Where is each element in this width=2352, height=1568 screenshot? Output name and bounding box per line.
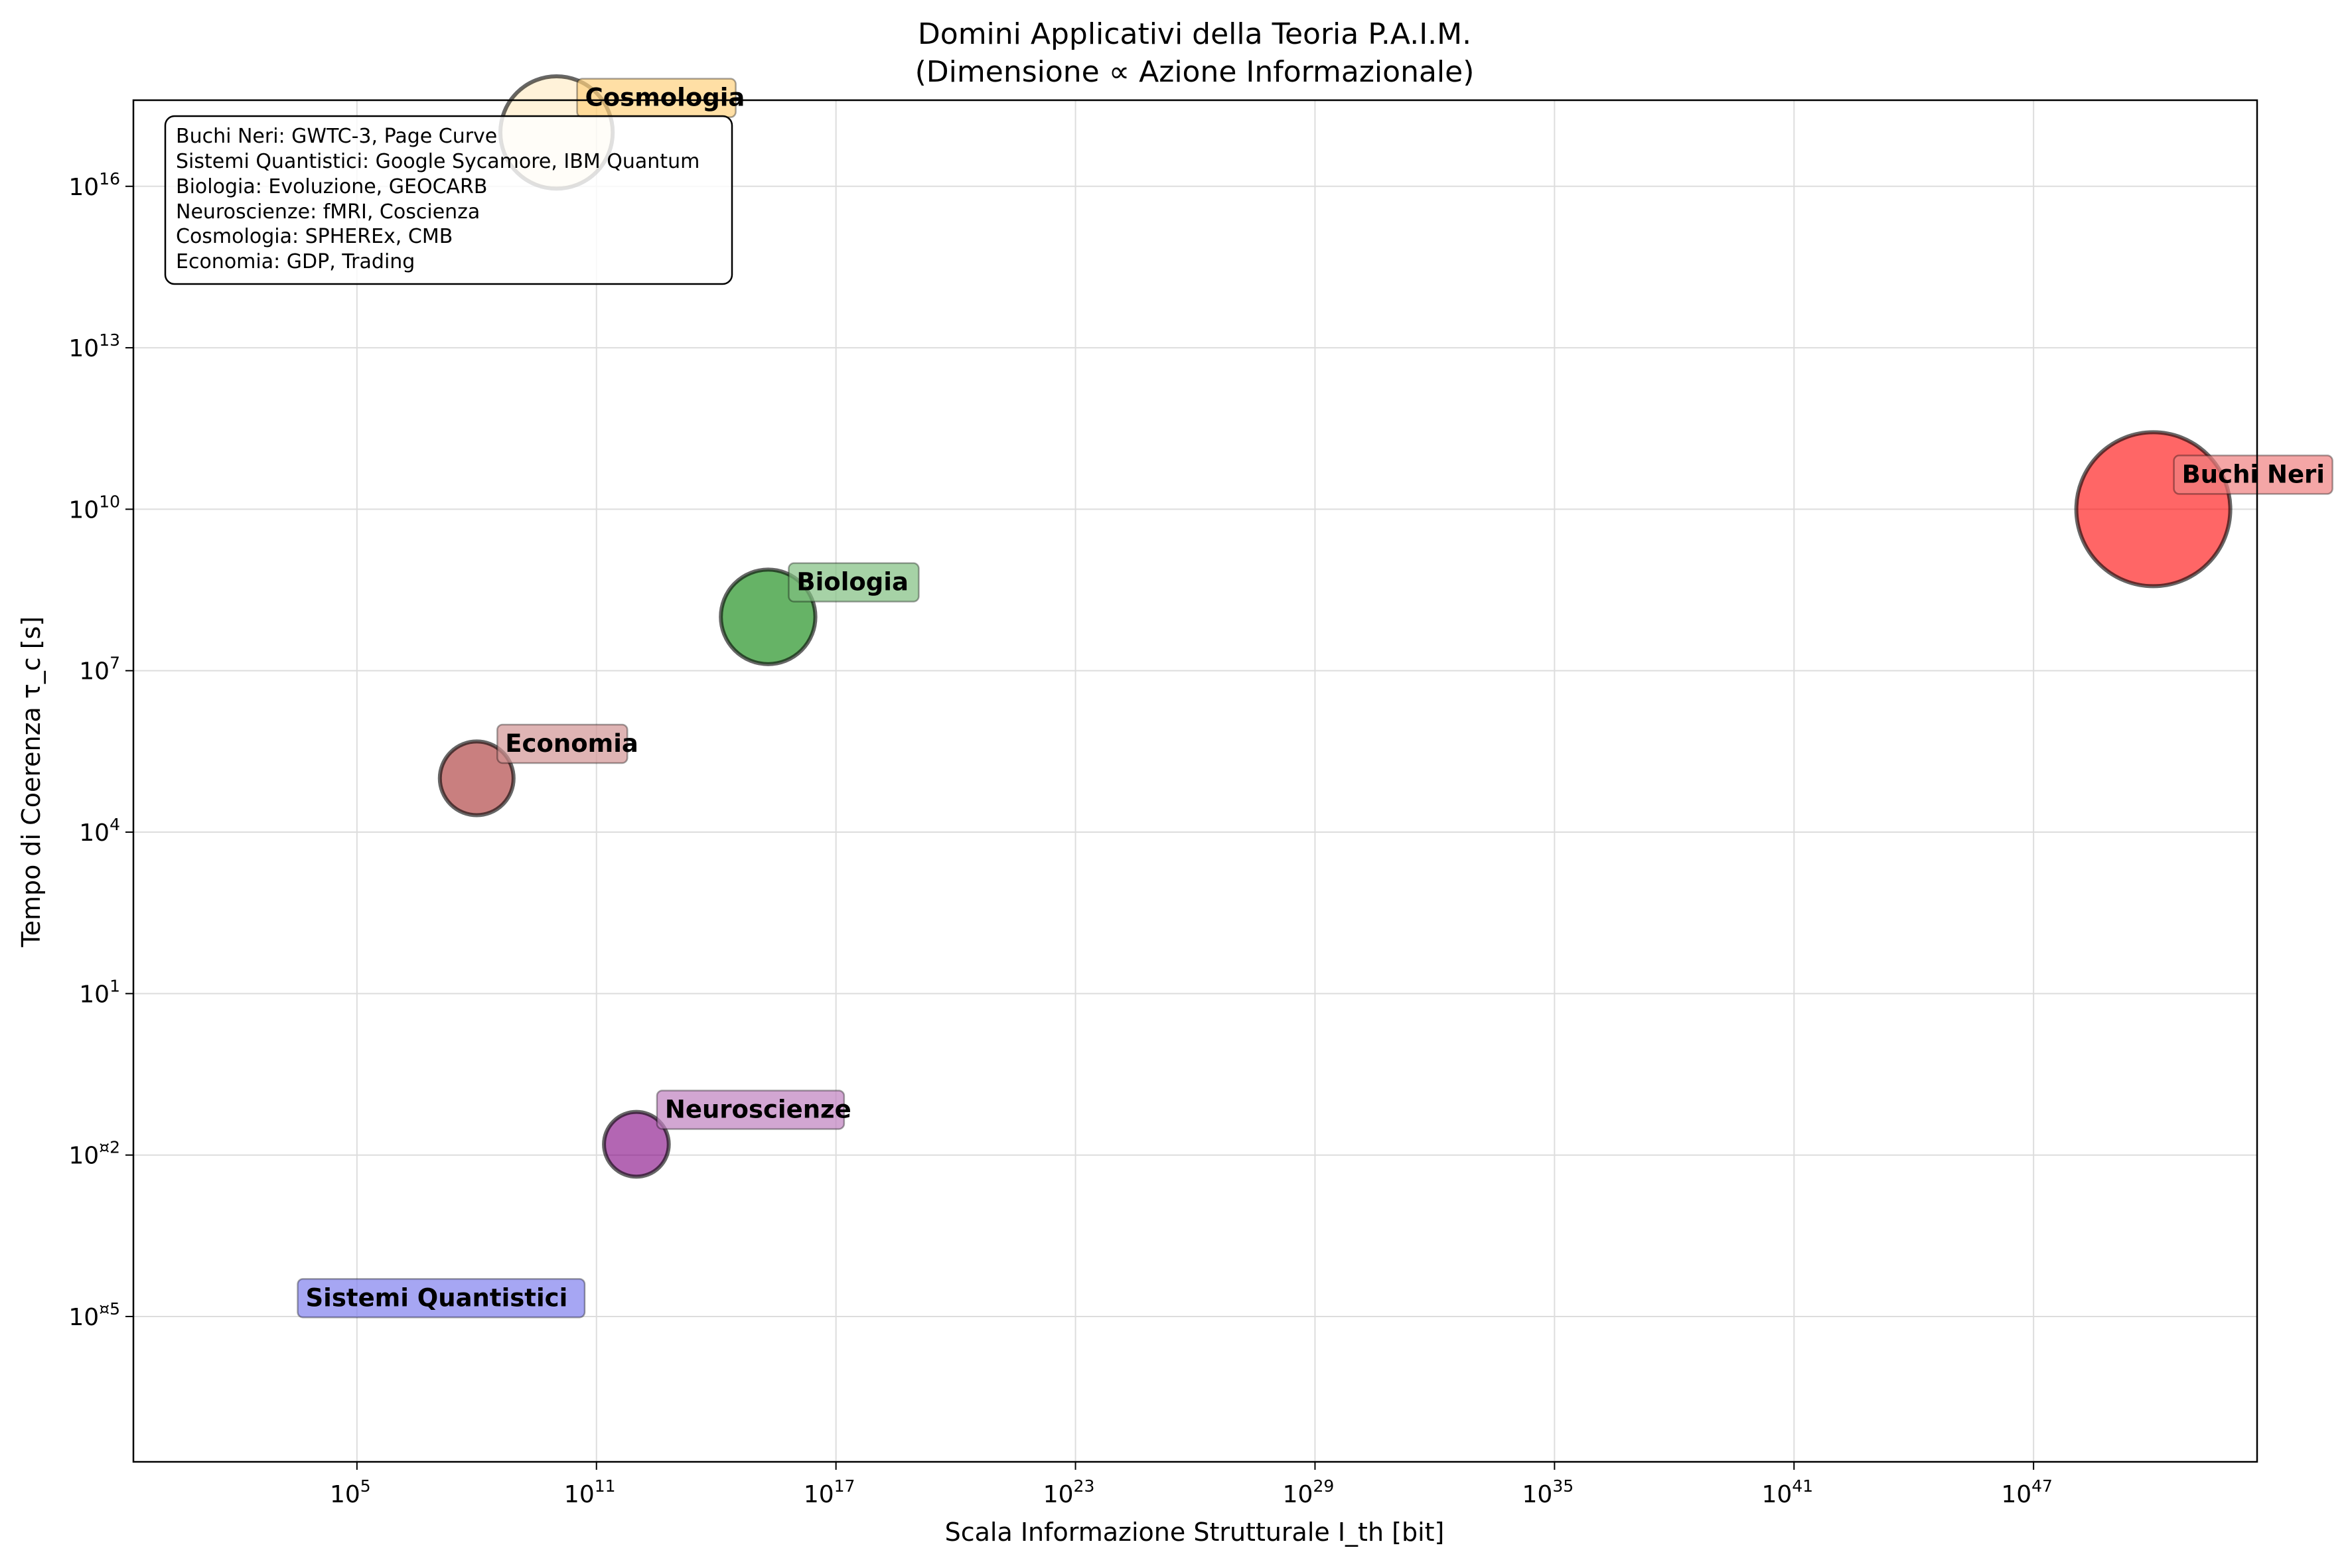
- x-tick-label: 1041: [1761, 1476, 1813, 1508]
- bubble-label-text: Biologia: [796, 568, 909, 597]
- x-tick-label: 1029: [1283, 1476, 1335, 1508]
- bubble-label-text: Buchi Neri: [2182, 460, 2325, 488]
- info-box-frame: [164, 115, 733, 285]
- bubble-label-box: [656, 1090, 845, 1130]
- y-tick-label: 1010: [68, 492, 120, 524]
- y-tick-label: 107: [79, 654, 120, 685]
- y-tick-label: 104: [79, 815, 120, 847]
- bubble-label-group: Buchi Neri: [2173, 455, 2333, 495]
- bubble-label-group: Biologia: [788, 562, 920, 603]
- y-tick-label: 1013: [68, 330, 120, 362]
- bubble-labels: Buchi Neri Sistemi Quantistici Biologia Neu…: [297, 78, 2333, 1319]
- info-line: Buchi Neri: GWTC-3, Page Curve: [176, 125, 497, 148]
- y-tick-label: 10¤2: [68, 1138, 120, 1170]
- data-bubble: [437, 739, 516, 818]
- x-axis-label: Scala Informazione Strutturale I_th [bit…: [945, 1518, 1445, 1547]
- x-tick-label: 1017: [804, 1476, 855, 1508]
- data-bubble: [602, 1109, 671, 1179]
- bubble-label-box: [496, 723, 628, 764]
- bubble-label-group: Economia: [496, 723, 638, 764]
- x-tick-label: 1023: [1043, 1476, 1095, 1508]
- bubble-label-group: Neuroscienze: [656, 1090, 851, 1130]
- bubble-label-text: Sistemi Quantistici: [306, 1283, 568, 1312]
- x-tick-label: 1047: [2001, 1476, 2053, 1508]
- y-tick-label: 10¤5: [68, 1299, 120, 1331]
- info-line: Neuroscienze: fMRI, Coscienza: [176, 200, 480, 224]
- x-axis-ticks: 105 1011 1017 1023 1029 1035 1041 1047: [330, 1462, 2053, 1508]
- y-axis-ticks: 10¤5 10¤2 101 104 107 1010 1013 1016: [68, 169, 133, 1331]
- bubble-label-box: [297, 1278, 586, 1319]
- x-tick-label: 105: [330, 1476, 371, 1508]
- x-tick-label: 1011: [564, 1476, 616, 1508]
- x-tick-label: 1035: [1522, 1476, 1574, 1508]
- info-line: Sistemi Quantistici: Google Sycamore, IB…: [176, 150, 699, 173]
- bubble-label-text: Neuroscienze: [665, 1095, 851, 1123]
- info-line: Cosmologia: SPHEREx, CMB: [176, 225, 453, 248]
- chart-title: Domini Applicativi della Teoria P.A.I.M.: [918, 17, 1471, 51]
- y-tick-label: 1016: [68, 169, 120, 201]
- info-line: Economia: GDP, Trading: [176, 250, 415, 273]
- info-box: Buchi Neri: GWTC-3, Page Curve Sistemi Q…: [164, 115, 733, 285]
- info-line: Biologia: Evoluzione, GEOCARB: [176, 175, 487, 198]
- bubble-label-text: Cosmologia: [585, 84, 745, 112]
- y-tick-label: 101: [79, 976, 120, 1008]
- bubble-label-group: Sistemi Quantistici: [297, 1278, 586, 1319]
- bubble-label-box: [2173, 455, 2333, 495]
- plot-area-frame: [132, 99, 2258, 1463]
- bubble-label-box: [788, 562, 920, 603]
- bubble-label-text: Economia: [505, 729, 638, 758]
- chart-subtitle: (Dimensione ∝ Azione Informazionale): [915, 55, 1475, 89]
- bubble-label-group: Cosmologia: [576, 78, 745, 118]
- y-axis-label: Tempo di Coerenza τ_c [s]: [17, 616, 46, 948]
- grid: [133, 100, 2257, 1462]
